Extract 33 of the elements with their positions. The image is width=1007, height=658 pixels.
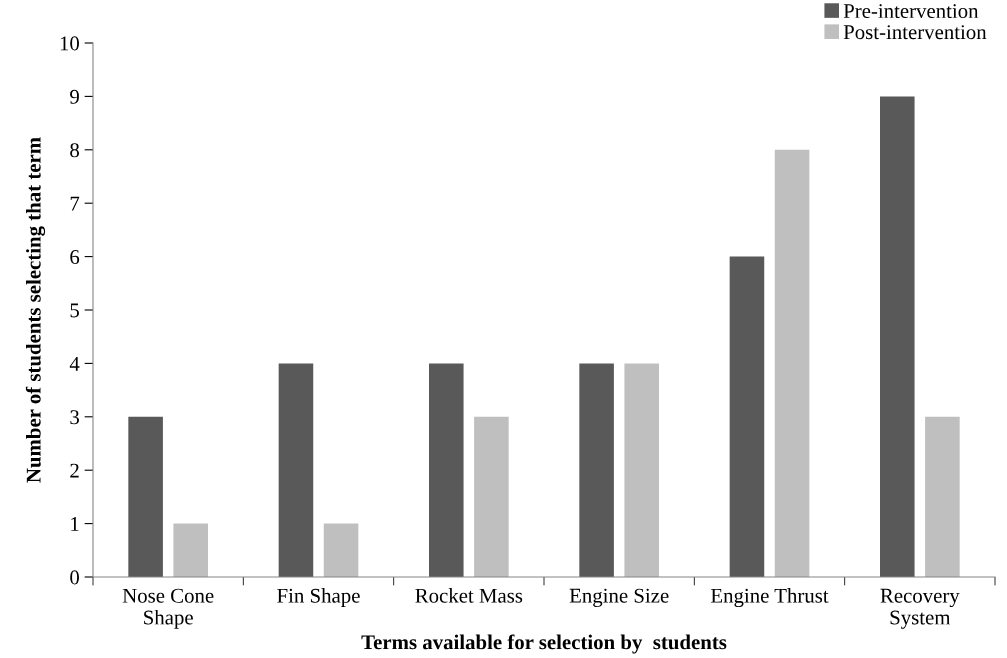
bar — [474, 416, 509, 577]
bar — [729, 256, 765, 577]
x-tick-label: Engine Size — [569, 588, 669, 607]
bar — [925, 416, 960, 577]
y-tick-label: 10 — [60, 36, 80, 51]
y-tick-label: 4 — [69, 356, 80, 371]
y-tick-label: 8 — [70, 143, 80, 158]
bar — [624, 363, 660, 577]
y-tick-label: 6 — [70, 250, 80, 265]
x-tick-label: Nose Cone Shape — [122, 588, 214, 629]
y-tick-label: 0 — [70, 570, 80, 585]
legend-label: Post-intervention — [843, 25, 987, 40]
x-tick-label: Fin Shape — [277, 588, 360, 607]
y-tick-label: 9 — [70, 89, 79, 104]
bar — [579, 363, 614, 577]
y-tick-label: 3 — [70, 410, 79, 425]
y-tick-label: 7 — [70, 196, 80, 211]
bar — [880, 96, 915, 577]
x-tick-label: Recovery System — [880, 588, 960, 629]
x-axis-title: Terms available for selection by students — [361, 634, 727, 654]
bar — [278, 363, 314, 577]
x-tick-label: Rocket Mass — [415, 588, 523, 603]
bar — [128, 416, 163, 577]
y-tick-label: 5 — [70, 303, 79, 318]
y-tick-label: 2 — [70, 463, 79, 478]
y-axis-title: Number of students selecting that term — [25, 137, 46, 483]
bar — [173, 523, 209, 577]
bar — [774, 149, 810, 577]
bar — [323, 523, 359, 577]
legend-label: Pre-intervention — [843, 4, 979, 19]
x-tick-label: Engine Thrust — [710, 588, 829, 608]
bar — [429, 363, 464, 577]
y-tick-label: 1 — [71, 517, 79, 531]
